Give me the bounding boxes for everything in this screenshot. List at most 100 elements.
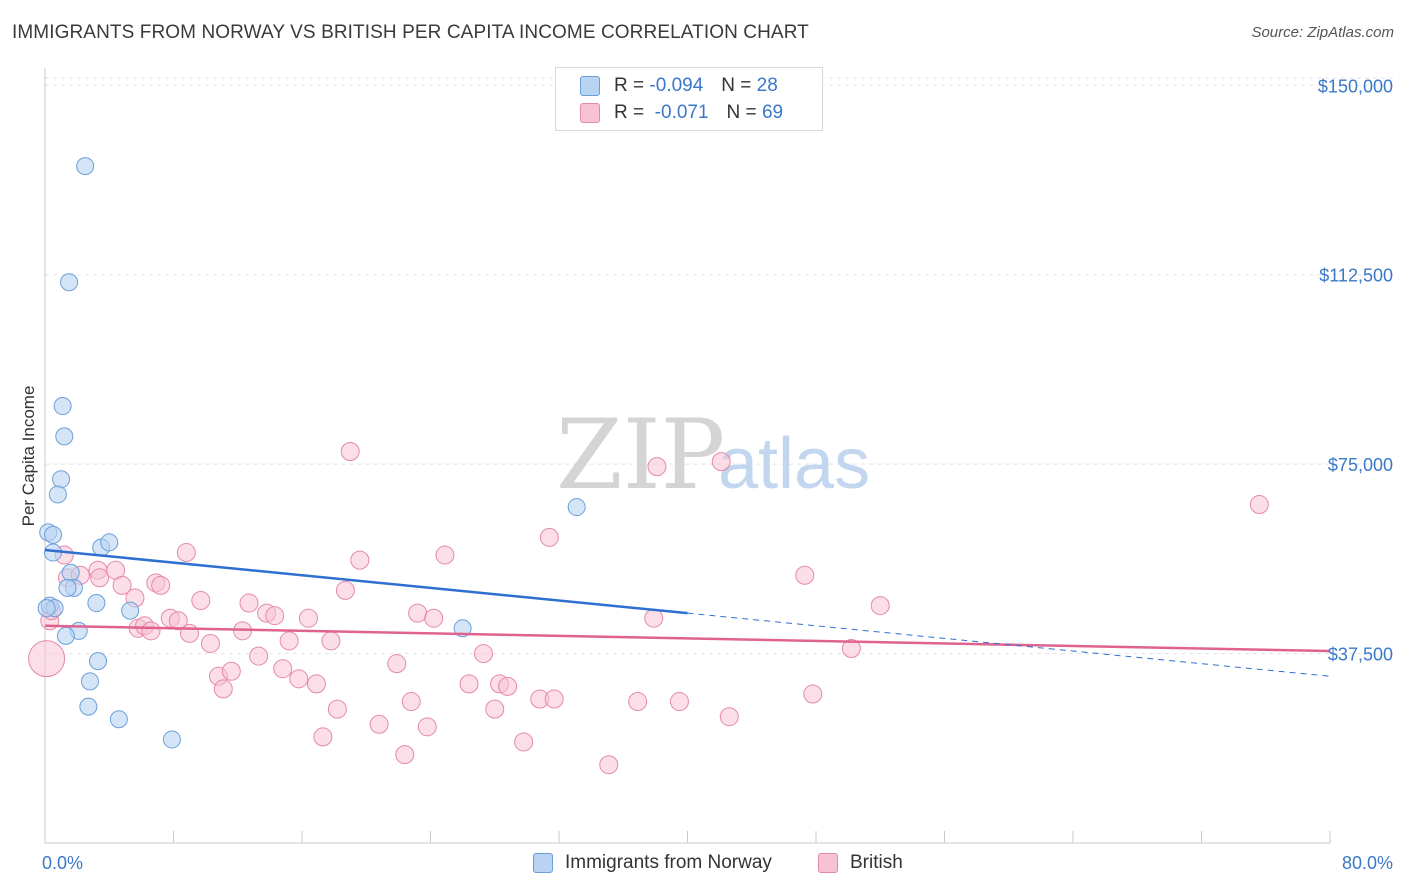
british-point — [335, 580, 355, 600]
legend-row-norway: R = -0.094 N = 28 — [580, 74, 778, 98]
british-point — [417, 717, 437, 737]
norway-point — [89, 652, 108, 671]
british-point — [485, 699, 505, 719]
british-point — [395, 745, 415, 765]
norway-point — [58, 578, 77, 597]
norway-point — [52, 470, 71, 489]
british-point — [279, 631, 299, 651]
british-point — [498, 676, 518, 696]
stats-legend: R = -0.094 N = 28 R = -0.071 N = 69 — [555, 67, 823, 131]
british-point — [669, 692, 689, 712]
british-point — [313, 727, 333, 747]
watermark: ZIP atlas — [556, 399, 870, 511]
british-point — [340, 442, 360, 461]
norway-point — [453, 619, 472, 638]
trend-lines — [44, 548, 1331, 677]
norway-point — [44, 525, 63, 544]
norway-point — [76, 157, 95, 176]
british-point — [644, 608, 664, 628]
british-point — [306, 674, 326, 694]
legend-n-value-norway: 28 — [756, 75, 778, 96]
british-point — [599, 755, 619, 775]
legend-n-label: N = — [721, 75, 752, 96]
british-point — [424, 608, 444, 628]
bottom-legend-british-label: British — [850, 852, 903, 873]
norway-point — [61, 563, 80, 582]
british-point — [459, 674, 479, 694]
norway-point — [121, 601, 140, 620]
norway-point — [100, 533, 119, 552]
legend-r-value-british: -0.071 — [654, 102, 709, 123]
watermark-atlas: atlas — [718, 424, 870, 504]
axes — [44, 68, 1331, 844]
british-point — [408, 603, 428, 623]
norway-point — [60, 273, 79, 292]
british-point — [514, 732, 534, 752]
norway-point — [87, 594, 106, 613]
british-point — [273, 659, 293, 679]
british-point — [387, 654, 407, 674]
norway-point — [55, 427, 74, 446]
norway-point — [56, 626, 75, 645]
british-point — [841, 639, 861, 659]
british-point — [544, 689, 564, 709]
norway-legend-swatch — [533, 853, 553, 873]
british-point — [191, 591, 211, 611]
british-point — [369, 714, 389, 734]
british-trend-line — [44, 624, 1331, 653]
norway-series — [37, 157, 586, 749]
y-tick-label: $75,000 — [1328, 455, 1393, 475]
british-point — [628, 692, 648, 712]
british-point — [28, 640, 66, 678]
british-point — [711, 452, 731, 472]
gridlines — [45, 77, 1395, 655]
british-series — [28, 442, 1269, 775]
y-axis-title: Per Capita Income — [19, 386, 38, 527]
norway-point — [48, 485, 67, 504]
norway-trend-extension — [687, 612, 1331, 677]
british-point — [321, 631, 341, 651]
british-point — [719, 707, 739, 727]
british-point — [265, 606, 285, 626]
british-point — [870, 596, 890, 616]
x-tick-label: 80.0% — [1342, 853, 1393, 873]
british-point — [221, 661, 241, 681]
norway-point — [162, 730, 181, 749]
british-point — [239, 593, 259, 613]
british-point — [200, 633, 220, 653]
legend-row-british: R = -0.071 N = 69 — [580, 101, 783, 125]
norway-point — [80, 672, 99, 691]
british-point — [90, 568, 110, 588]
british-point — [401, 692, 421, 712]
norway-point — [109, 710, 128, 729]
british-point — [168, 611, 188, 631]
british-point — [141, 621, 161, 641]
legend-r-label: R = — [614, 102, 645, 123]
british-point — [112, 575, 132, 595]
british-point — [327, 699, 347, 719]
norway-point — [37, 599, 56, 618]
british-point — [803, 684, 823, 704]
british-point — [647, 457, 667, 477]
y-tick-label: $150,000 — [1318, 76, 1393, 96]
british-point — [151, 575, 171, 595]
norway-point — [53, 397, 72, 416]
legend-r-label: R = — [614, 75, 645, 96]
british-point — [213, 679, 233, 699]
norway-trend-line — [44, 548, 688, 615]
y-tick-label: $112,500 — [1319, 266, 1393, 286]
british-point — [249, 646, 269, 666]
legend-r-value-norway: -0.094 — [649, 75, 704, 96]
tick-labels: $37,500 $75,000 $112,500 $150,000 0.0% 80.0% — [42, 76, 1393, 873]
british-point — [289, 669, 309, 689]
british-point — [795, 565, 815, 585]
bottom-legend-british: British — [818, 850, 903, 876]
british-point — [539, 527, 559, 547]
norway-swatch — [580, 76, 600, 96]
norway-point — [79, 697, 98, 716]
bottom-legend-norway: Immigrants from Norway — [533, 850, 772, 876]
british-point — [435, 545, 455, 565]
legend-n-label: N = — [726, 102, 757, 123]
norway-point — [567, 498, 586, 517]
british-point — [176, 543, 196, 563]
